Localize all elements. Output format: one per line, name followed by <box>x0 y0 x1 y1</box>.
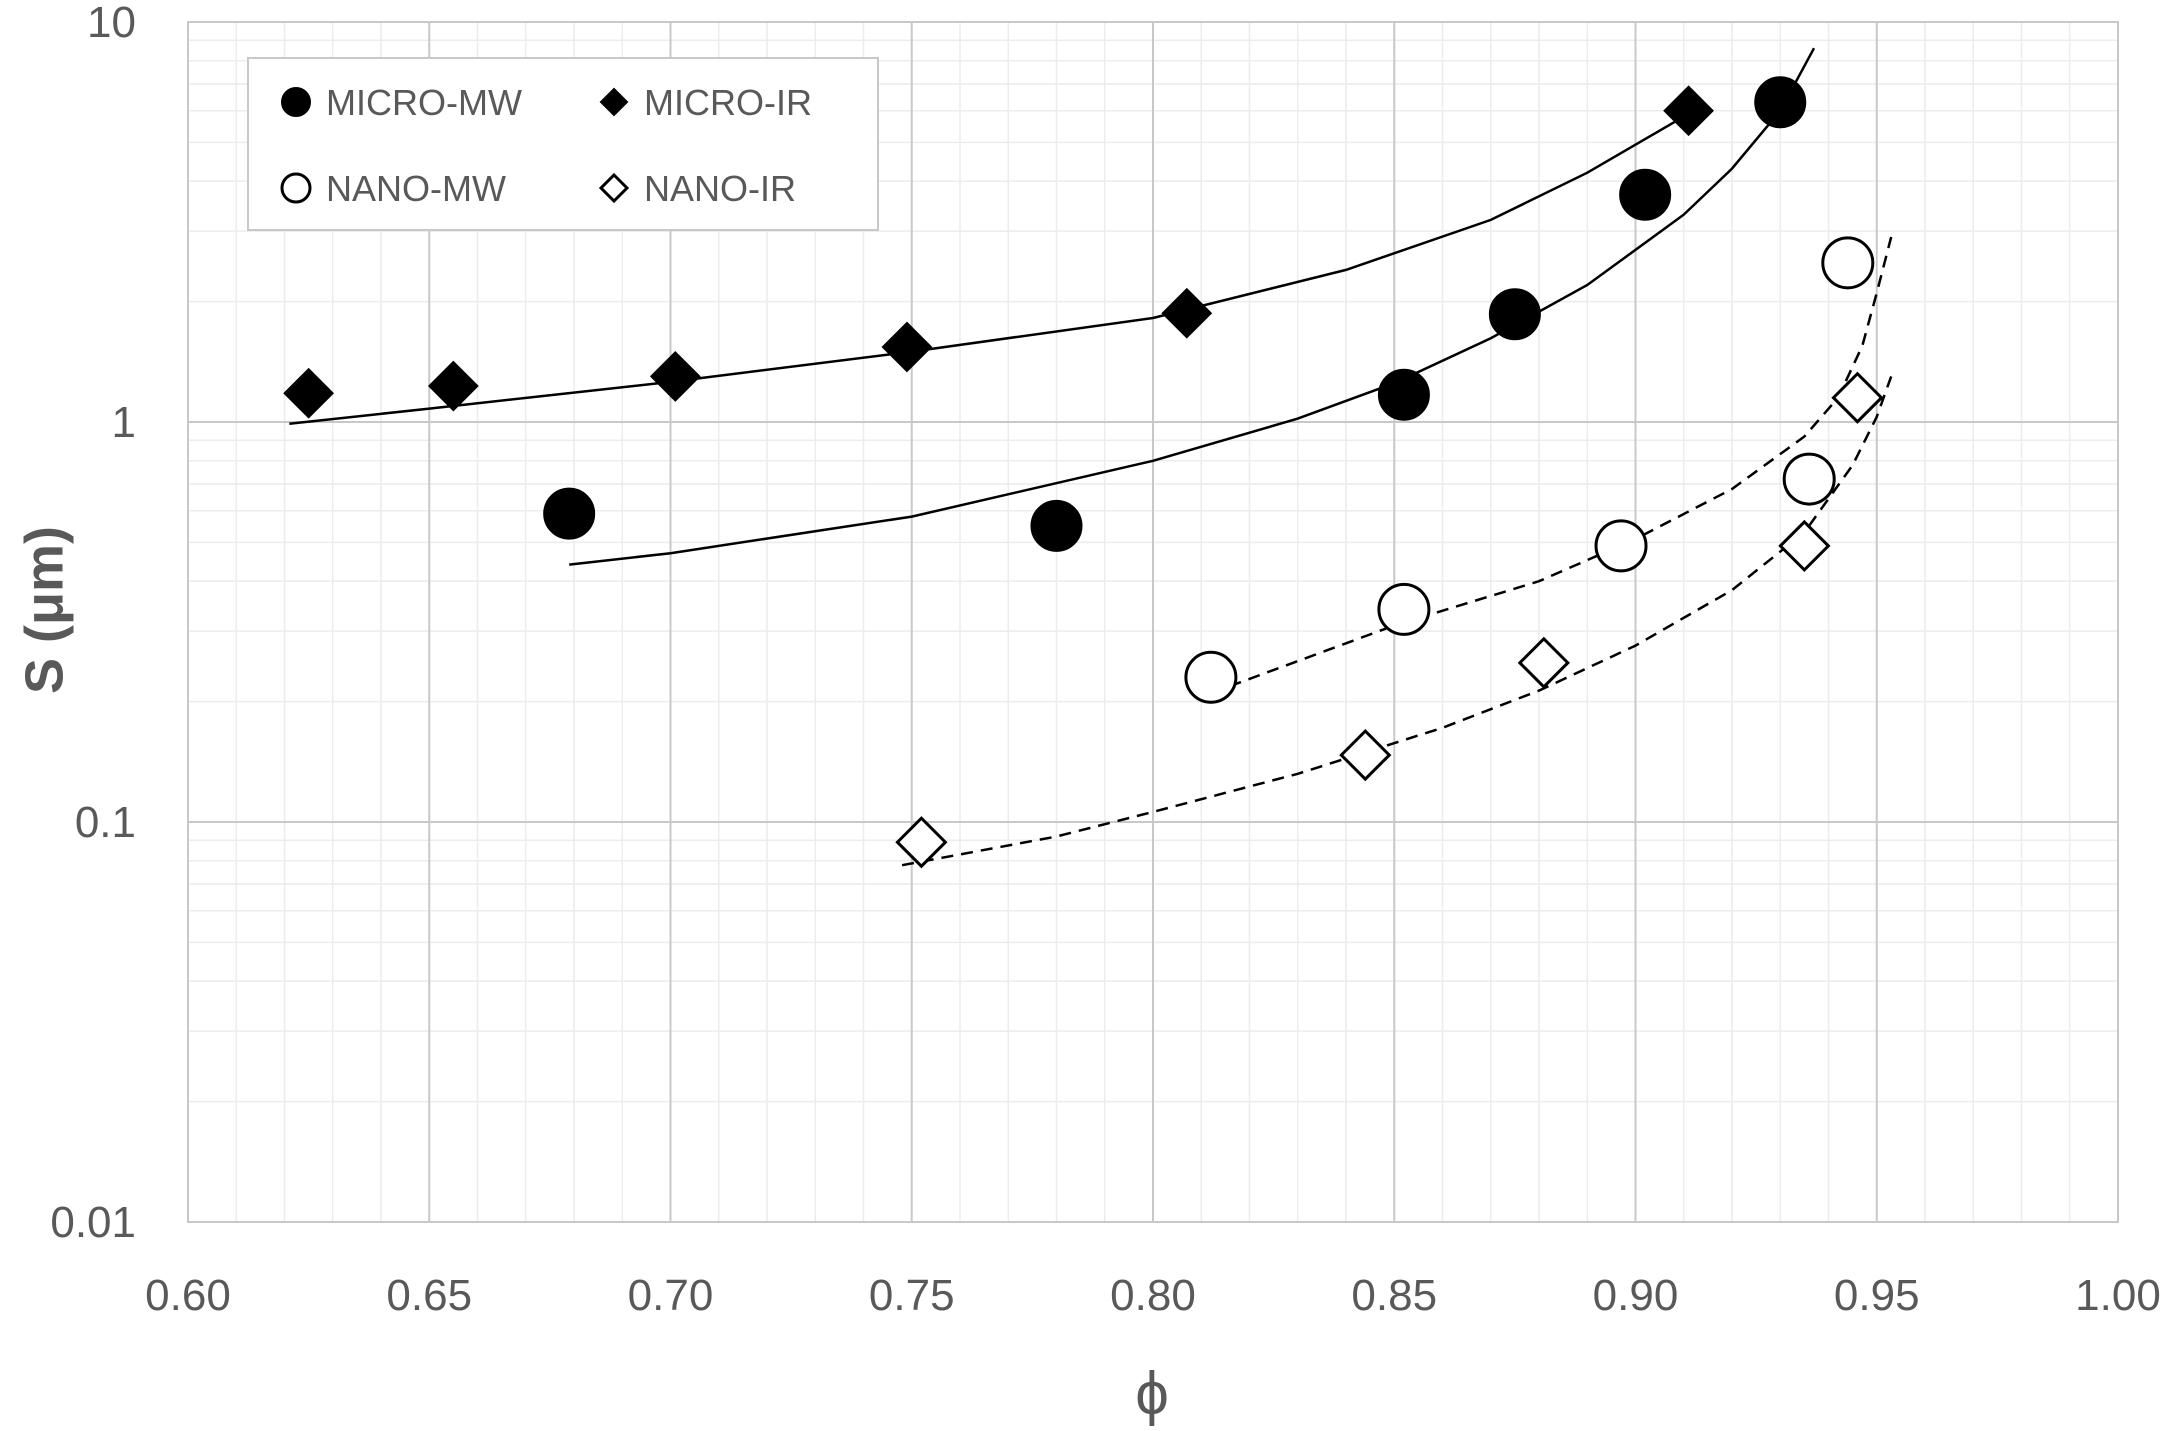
x-tick-label: 0.65 <box>386 1271 472 1320</box>
x-tick-label: 0.75 <box>869 1271 955 1320</box>
point-micro-ir <box>283 367 335 419</box>
x-tick-label: 0.85 <box>1351 1271 1437 1320</box>
point-micro-ir <box>881 321 933 373</box>
x-axis-tick-labels: 0.60 0.65 0.70 0.75 0.80 0.85 0.90 0.95 1.00 <box>145 1271 2161 1320</box>
point-micro-mw <box>1488 288 1541 341</box>
legend-marker-micro-ir <box>599 87 629 117</box>
point-nano-mw <box>1782 452 1836 506</box>
point-micro-ir <box>427 360 479 412</box>
point-nano-ir <box>1831 371 1884 424</box>
point-micro-mw <box>1030 499 1083 552</box>
data-markers <box>283 76 1884 869</box>
x-tick-label: 0.90 <box>1593 1271 1679 1320</box>
x-tick-label: 1.00 <box>2075 1271 2161 1320</box>
x-tick-label: 0.60 <box>145 1271 231 1320</box>
y-axis-title: S (μm) <box>14 526 74 694</box>
legend-marker-nano-mw <box>280 172 312 204</box>
legend-box <box>247 57 879 231</box>
x-tick-label: 0.95 <box>1834 1271 1920 1320</box>
legend-label: MICRO-MW <box>326 82 522 123</box>
point-nano-ir <box>1339 728 1392 782</box>
fit-curves <box>289 47 1893 867</box>
point-nano-mw <box>1377 582 1431 636</box>
point-micro-ir <box>1161 287 1213 339</box>
legend-label: NANO-MW <box>326 168 506 209</box>
plot-area-frame <box>187 21 2119 1223</box>
y-axis-tick-labels: 0.01 0.1 1 10 <box>50 0 136 1247</box>
x-tick-label: 0.70 <box>628 1271 714 1320</box>
legend: MICRO-MW MICRO-IR NANO-MW NANO-IR <box>247 57 879 231</box>
point-micro-mw <box>1619 168 1672 221</box>
x-axis-title: ϕ <box>1135 1360 1169 1426</box>
point-nano-mw <box>1594 519 1648 573</box>
point-micro-ir <box>649 351 701 402</box>
point-nano-ir <box>895 816 948 869</box>
legend-marker-nano-ir <box>598 172 630 204</box>
point-micro-mw <box>1754 76 1807 129</box>
point-nano-mw <box>1821 236 1875 290</box>
y-tick-label: 10 <box>87 0 136 47</box>
x-tick-label: 0.80 <box>1110 1271 1196 1320</box>
y-tick-label: 0.01 <box>50 1198 136 1247</box>
legend-marker-micro-mw <box>281 87 311 117</box>
point-micro-mw <box>543 487 596 540</box>
point-nano-mw <box>1184 650 1238 704</box>
legend-label: NANO-IR <box>644 168 796 209</box>
fit-curve-micro-mw <box>569 47 1816 566</box>
point-nano-ir <box>1778 519 1831 573</box>
fit-curve-nano-ir <box>901 375 1893 867</box>
y-tick-label: 0.1 <box>75 798 136 847</box>
point-micro-ir <box>1663 85 1714 137</box>
legend-label: MICRO-IR <box>644 82 812 123</box>
fit-curve-micro-ir <box>289 115 1685 425</box>
point-micro-mw <box>1377 368 1430 421</box>
fit-curve-nano-mw <box>1210 236 1893 695</box>
y-tick-label: 1 <box>112 398 136 447</box>
point-nano-ir <box>1517 636 1570 689</box>
